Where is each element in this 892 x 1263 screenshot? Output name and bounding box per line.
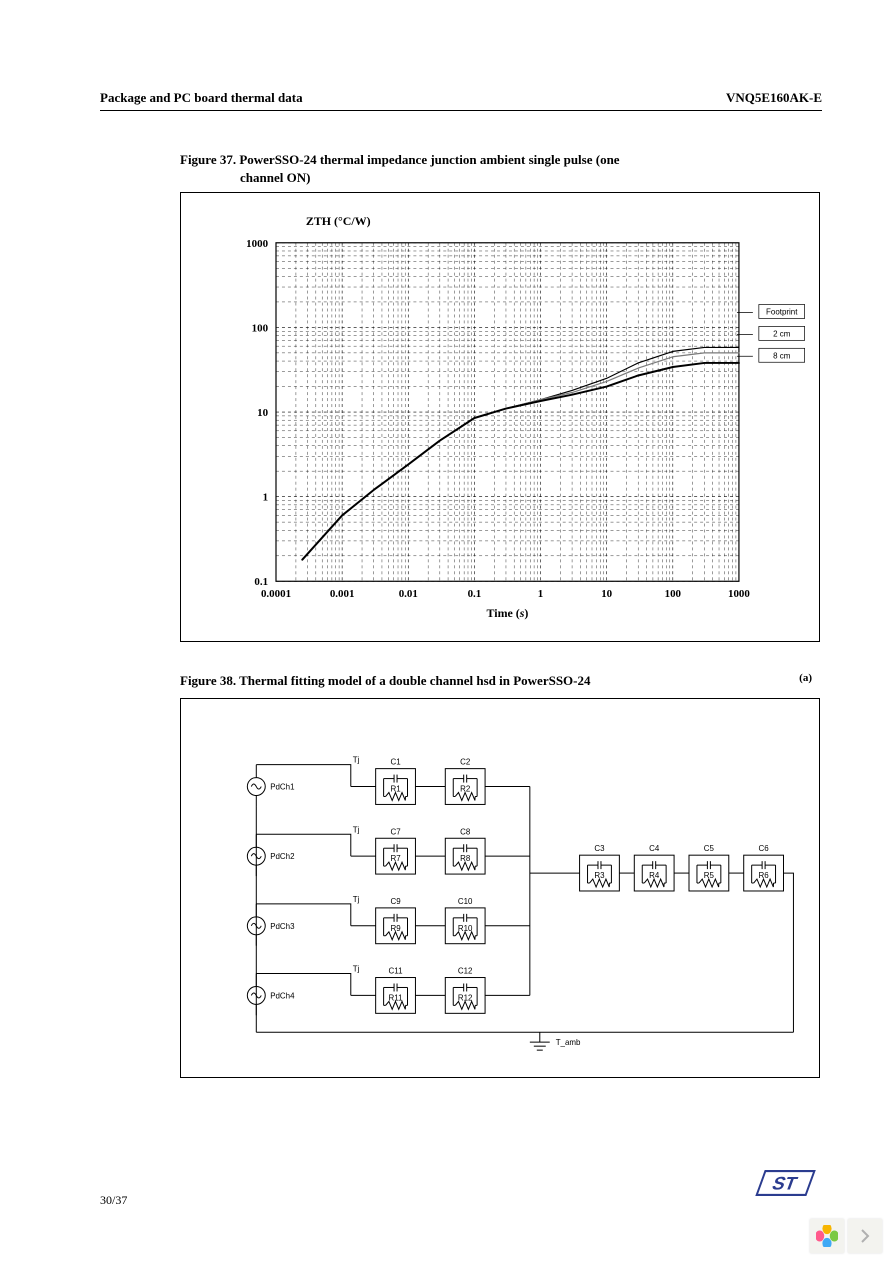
svg-text:C7: C7 — [390, 827, 401, 836]
st-logo-icon: ST — [752, 1163, 822, 1208]
figure37-caption: Figure 37. PowerSSO-24 thermal impedance… — [180, 151, 700, 186]
next-page-button[interactable] — [848, 1219, 882, 1253]
page-header: Package and PC board thermal data VNQ5E1… — [100, 90, 822, 111]
figure37-caption-line1: Figure 37. PowerSSO-24 thermal impedance… — [180, 152, 620, 167]
svg-text:C5: C5 — [704, 844, 715, 853]
svg-text:100: 100 — [665, 588, 682, 600]
svg-text:8 cm: 8 cm — [773, 351, 791, 360]
svg-text:1000: 1000 — [246, 238, 268, 250]
svg-text:ZTH (°C/W): ZTH (°C/W) — [306, 214, 371, 228]
svg-text:1000: 1000 — [728, 588, 750, 600]
figure37-caption-line2: channel ON) — [240, 169, 700, 187]
svg-text:Time (s): Time (s) — [487, 606, 529, 620]
header-left: Package and PC board thermal data — [100, 90, 303, 106]
svg-text:0.1: 0.1 — [468, 588, 482, 600]
svg-text:Tj: Tj — [353, 895, 360, 904]
page-number: 30/37 — [100, 1193, 127, 1208]
svg-text:PdCh3: PdCh3 — [270, 921, 295, 930]
svg-text:PdCh1: PdCh1 — [270, 782, 295, 791]
svg-text:C4: C4 — [649, 844, 660, 853]
figure38-note: (a) — [799, 672, 812, 684]
svg-text:1: 1 — [263, 492, 268, 504]
svg-text:C3: C3 — [594, 844, 605, 853]
figure37-chart: 0.0001 0.001 0.01 0.1 1 10 100 1000 0.1 1 10 100 100… — [181, 193, 819, 641]
svg-text:0.001: 0.001 — [330, 588, 355, 600]
svg-text:C10: C10 — [458, 897, 473, 906]
svg-text:2 cm: 2 cm — [773, 329, 791, 338]
svg-text:100: 100 — [252, 322, 269, 334]
svg-text:10: 10 — [257, 407, 268, 419]
svg-text:Tj: Tj — [353, 964, 360, 973]
figure38-caption: Figure 38. Thermal fitting model of a do… — [180, 672, 591, 690]
figure37-box: 0.0001 0.001 0.01 0.1 1 10 100 1000 0.1 1 10 100 100… — [180, 192, 820, 642]
svg-text:C8: C8 — [460, 827, 471, 836]
svg-text:C2: C2 — [460, 757, 471, 766]
page-footer: 30/37 ST — [100, 1163, 822, 1208]
svg-text:10: 10 — [601, 588, 612, 600]
svg-text:C9: C9 — [390, 897, 401, 906]
viewer-logo-icon[interactable] — [810, 1219, 844, 1253]
viewer-nav-widget — [810, 1219, 882, 1253]
svg-text:1: 1 — [538, 588, 543, 600]
svg-text:C6: C6 — [759, 844, 770, 853]
header-right: VNQ5E160AK-E — [726, 90, 822, 106]
svg-text:PdCh2: PdCh2 — [270, 852, 295, 861]
svg-text:Tj: Tj — [353, 825, 360, 834]
figure38-circuit: PdCh1TjC1R1C2R2PdCh2TjC7R7C8R8PdCh3TjC9R… — [181, 699, 819, 1077]
svg-text:Footprint: Footprint — [766, 308, 798, 317]
svg-text:C12: C12 — [458, 966, 473, 975]
svg-text:PdCh4: PdCh4 — [270, 991, 295, 1000]
svg-text:0.01: 0.01 — [399, 588, 418, 600]
svg-text:C11: C11 — [389, 966, 404, 975]
svg-text:0.0001: 0.0001 — [261, 588, 291, 600]
svg-text:Tj: Tj — [353, 755, 360, 764]
figure38-box: PdCh1TjC1R1C2R2PdCh2TjC7R7C8R8PdCh3TjC9R… — [180, 698, 820, 1078]
svg-text:T_amb: T_amb — [556, 1038, 581, 1047]
svg-text:0.1: 0.1 — [254, 576, 268, 588]
svg-text:C1: C1 — [390, 757, 401, 766]
